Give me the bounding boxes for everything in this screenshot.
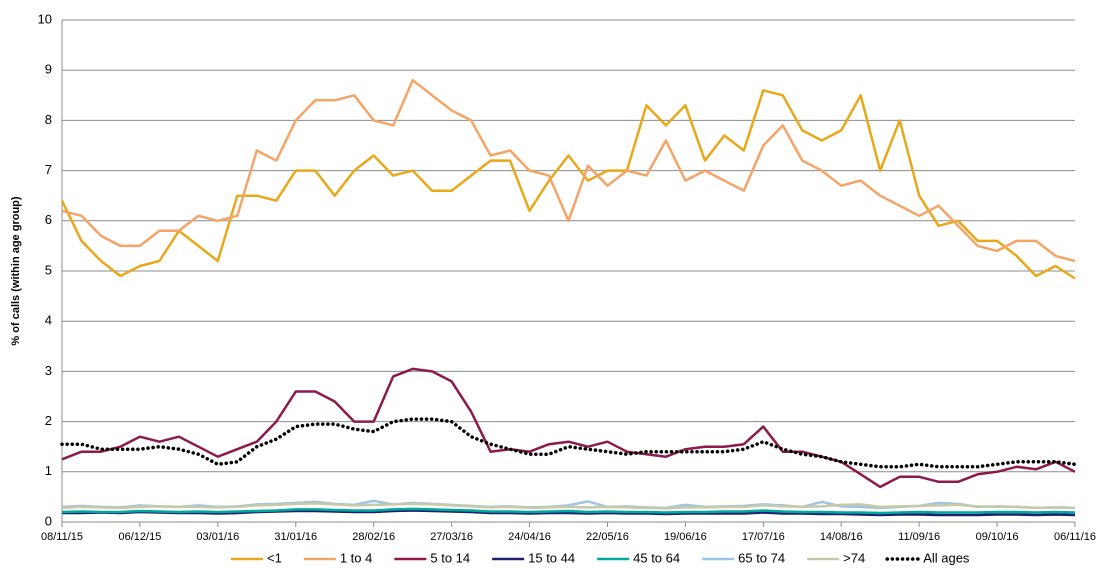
x-tick-label: 24/04/16 xyxy=(508,531,551,543)
x-tick-label: 27/03/16 xyxy=(430,531,473,543)
series-line xyxy=(60,89,1076,280)
y-tick-label: 3 xyxy=(45,363,52,378)
x-tick-label: 11/09/16 xyxy=(898,531,940,543)
x-tick-label: 06/11/16 xyxy=(1054,531,1096,543)
series-line xyxy=(62,509,1076,517)
legend-label: >74 xyxy=(843,550,865,565)
x-tick-label: 28/02/16 xyxy=(352,531,395,543)
series-line xyxy=(61,507,1076,515)
series-line xyxy=(61,367,1076,489)
x-tick-label: 14/08/16 xyxy=(820,531,863,543)
y-tick-label: 9 xyxy=(45,62,52,77)
series-line xyxy=(60,417,1077,469)
x-tick-label: 06/12/15 xyxy=(119,531,162,543)
y-axis-label: % of calls (within age group) xyxy=(10,196,22,345)
y-tick-label: 4 xyxy=(45,313,52,328)
x-tick-label: 08/11/15 xyxy=(41,531,83,543)
legend-label: 45 to 64 xyxy=(633,550,680,565)
legend-label: 15 to 44 xyxy=(528,550,575,565)
legend-label: 5 to 14 xyxy=(430,550,470,565)
y-tick-label: 6 xyxy=(45,212,52,227)
x-tick-label: 31/01/16 xyxy=(274,531,317,543)
legend-label: <1 xyxy=(267,550,282,565)
series-line xyxy=(61,78,1076,263)
y-tick-label: 0 xyxy=(45,513,52,528)
series-line xyxy=(61,502,1076,510)
y-tick-label: 10 xyxy=(38,11,52,26)
y-tick-label: 8 xyxy=(45,112,52,127)
y-tick-label: 5 xyxy=(45,262,52,277)
legend-label: 65 to 74 xyxy=(738,550,785,565)
x-tick-label: 09/10/16 xyxy=(976,531,1019,543)
x-tick-label: 03/01/16 xyxy=(196,531,239,543)
x-tick-label: 17/07/16 xyxy=(742,531,785,543)
x-tick-label: 22/05/16 xyxy=(586,531,629,543)
legend-label: 1 to 4 xyxy=(340,550,373,565)
y-tick-label: 2 xyxy=(45,413,52,428)
y-tick-label: 7 xyxy=(45,162,52,177)
legend-label: All ages xyxy=(923,550,970,565)
y-tick-label: 1 xyxy=(45,463,52,478)
x-tick-label: 19/06/16 xyxy=(664,531,707,543)
